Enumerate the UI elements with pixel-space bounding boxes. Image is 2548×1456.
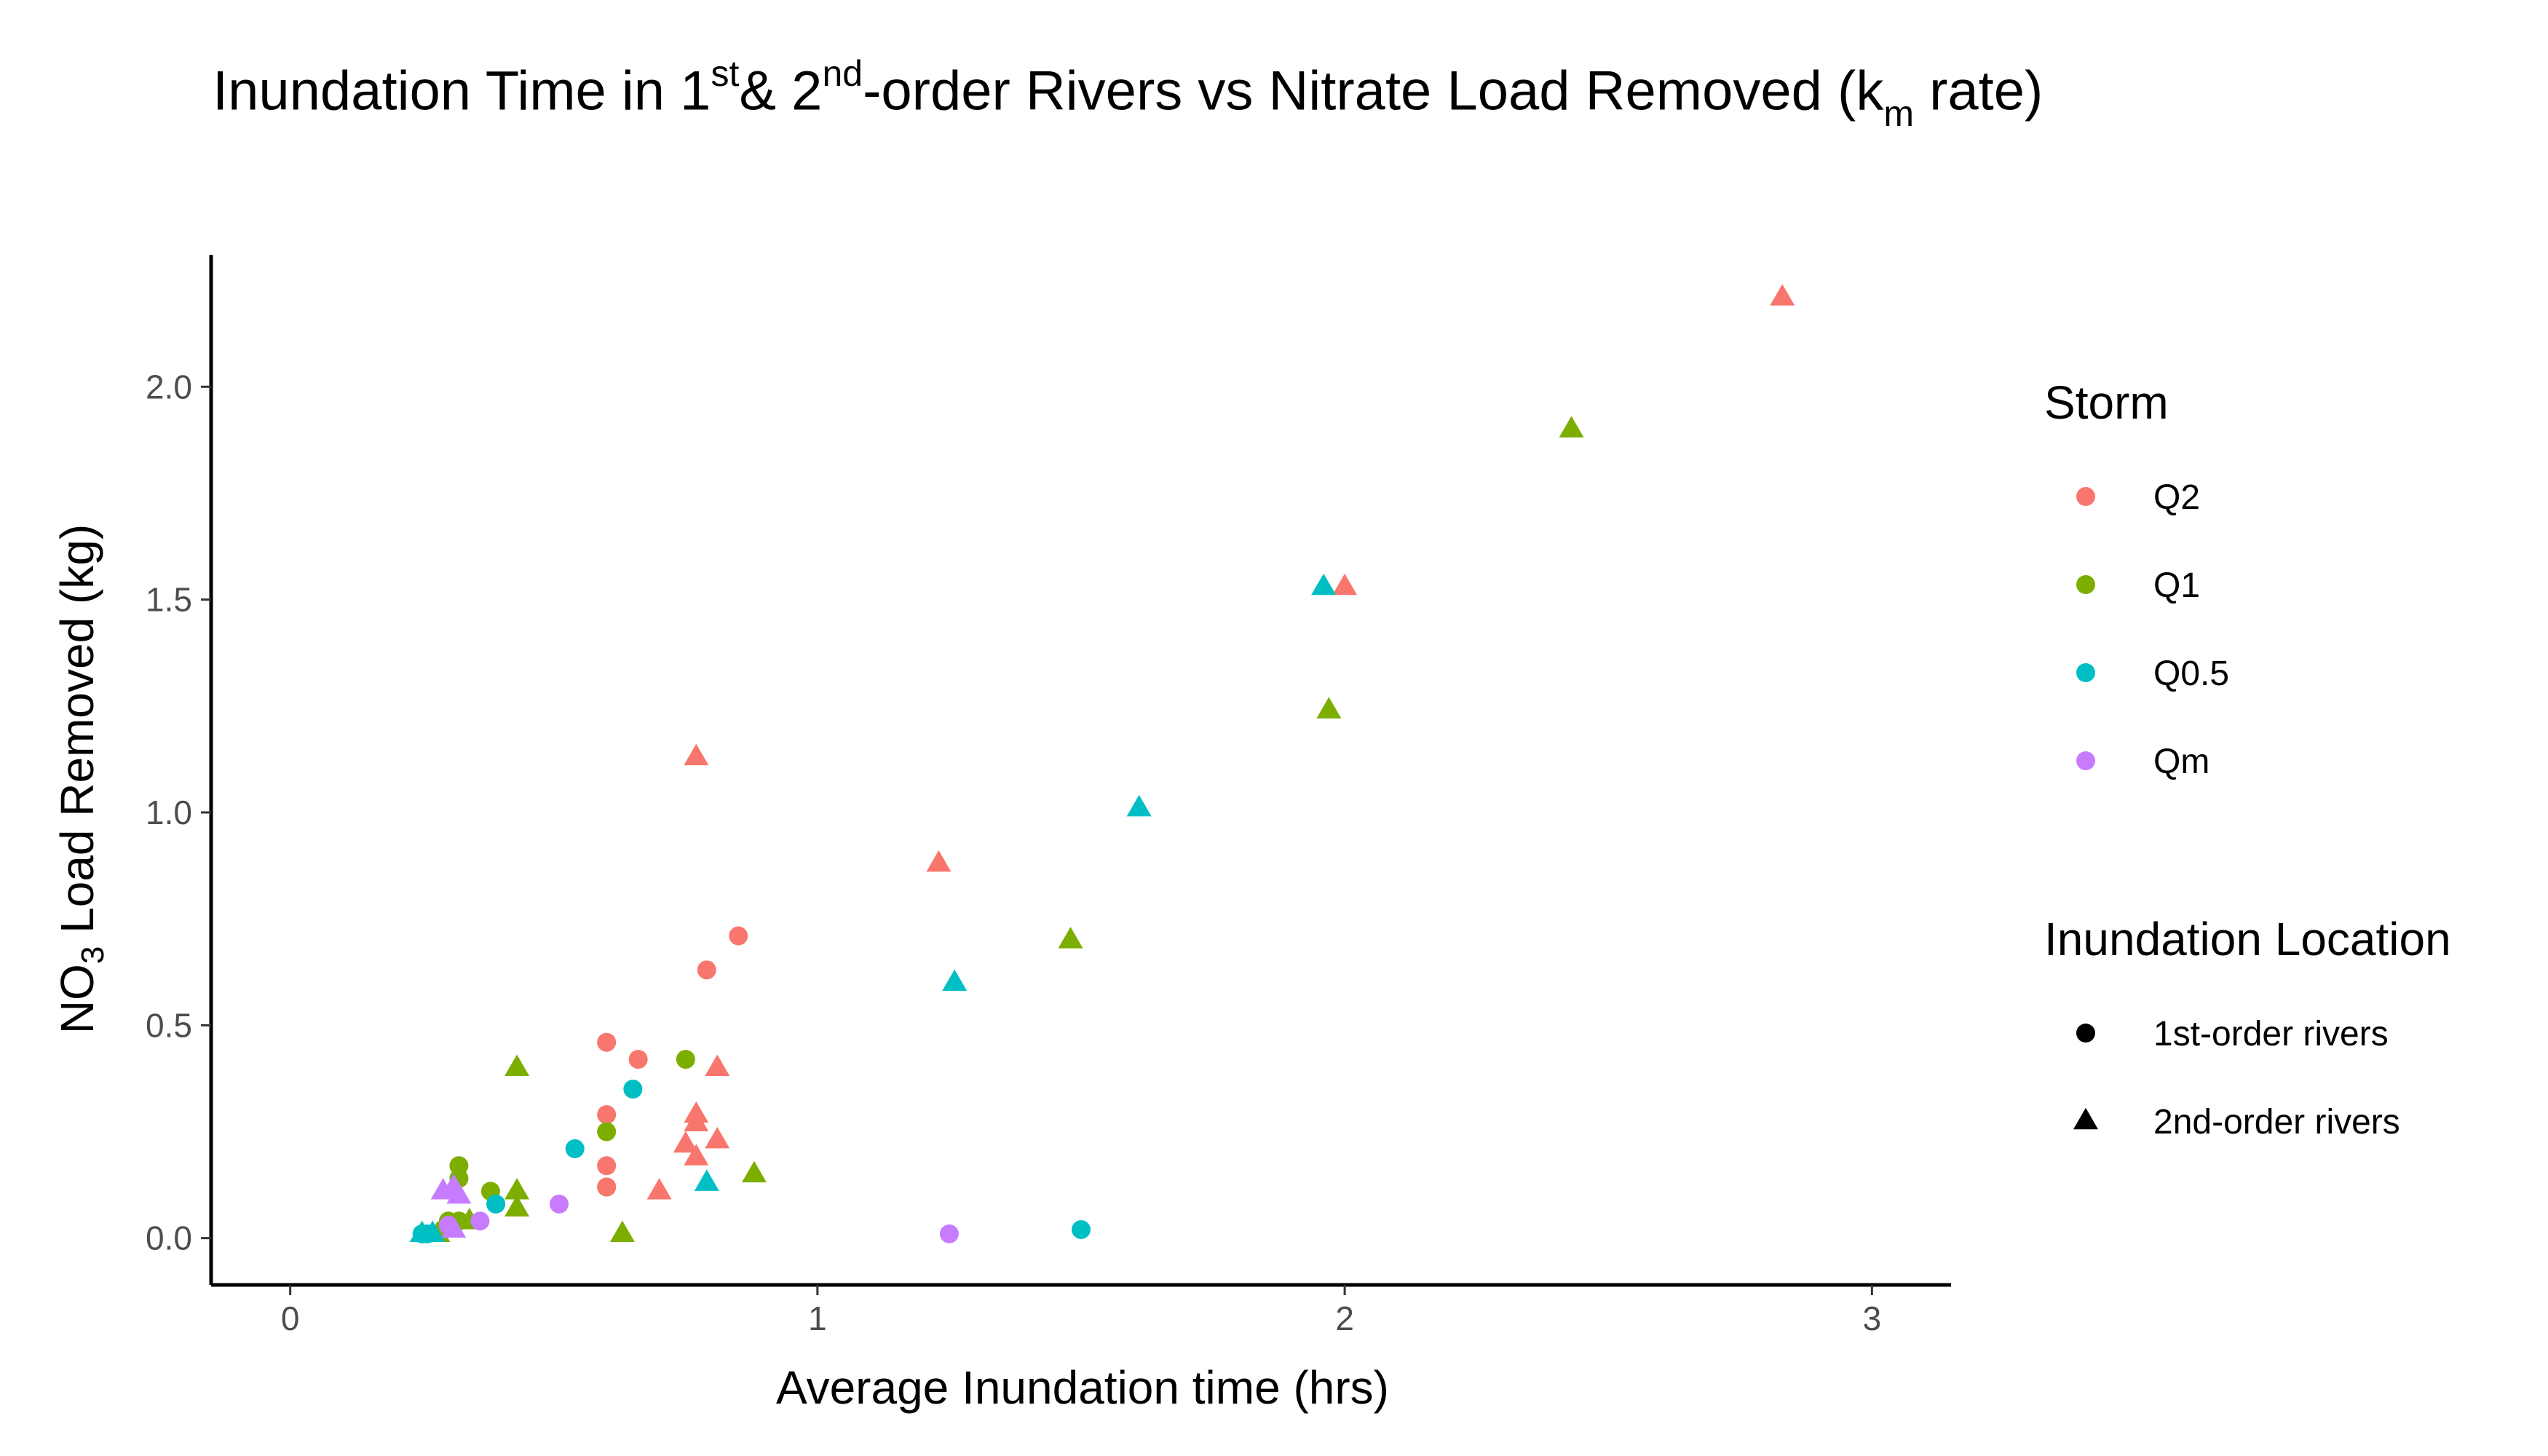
data-point-circle (597, 1123, 616, 1142)
y-tick-label: 2.0 (146, 368, 192, 405)
legend-key-triangle (2073, 1108, 2098, 1129)
y-tick-label: 0.0 (146, 1219, 192, 1257)
x-tick-label: 0 (281, 1299, 300, 1337)
y-tick-label: 1.5 (146, 581, 192, 619)
y-axis-title-main: NO (51, 964, 103, 1034)
data-point-circle (597, 1156, 616, 1175)
y-tick-label: 0.5 (146, 1006, 192, 1044)
y-tick-label: 1.0 (146, 794, 192, 831)
legend-label: Q0.5 (2153, 654, 2229, 693)
data-point-triangle (742, 1161, 767, 1182)
data-point-triangle (705, 1127, 729, 1148)
legend-label: Qm (2153, 743, 2209, 781)
data-point-triangle (1127, 795, 1152, 816)
data-point-circle (597, 1178, 616, 1197)
data-point-circle (566, 1139, 585, 1158)
data-point-triangle (684, 744, 708, 765)
x-tick-label: 1 (808, 1299, 827, 1337)
legend-key-circle (2076, 1024, 2095, 1042)
legend-label: Q2 (2153, 478, 2200, 517)
data-point-triangle (1311, 574, 1336, 595)
data-point-circle (550, 1195, 569, 1214)
data-point-circle (676, 1050, 695, 1069)
x-tick-label: 3 (1863, 1299, 1882, 1337)
legend-key-circle (2076, 575, 2095, 594)
legend-key-circle (2076, 487, 2095, 506)
legend-label: 2nd-order rivers (2153, 1103, 2400, 1142)
data-point-triangle (1559, 416, 1584, 437)
data-point-triangle (505, 1055, 529, 1076)
data-point-circle (729, 927, 748, 946)
legend-title-storm: Storm (2044, 376, 2169, 429)
x-axis-title: Average Inundation time (hrs) (776, 1361, 1389, 1414)
data-point-circle (623, 1080, 642, 1099)
y-axis-title-sub: 3 (75, 946, 111, 964)
legend-key-circle (2076, 751, 2095, 770)
data-point-circle (470, 1211, 489, 1230)
axes: 0 1 2 3 0.0 0.5 1.0 1.5 2.0 (146, 255, 1951, 1337)
data-point-triangle (942, 970, 967, 991)
data-point-circle (486, 1195, 505, 1214)
data-point-circle (1072, 1220, 1091, 1239)
data-point-circle (697, 960, 716, 979)
data-point-triangle (647, 1178, 672, 1199)
data-point-circle (597, 1105, 616, 1124)
x-tick-label: 2 (1335, 1299, 1354, 1337)
data-point-circle (629, 1050, 648, 1069)
y-axis-title-rest: Load Removed (kg) (51, 524, 103, 946)
legend: Storm Q2 Q1 Q0.5 Qm Inundation Location 1st-or… (2044, 376, 2451, 1142)
data-point-triangle (1332, 574, 1357, 595)
data-points (410, 284, 1795, 1243)
legend-key-circle (2076, 663, 2095, 682)
legend-title-location: Inundation Location (2044, 913, 2451, 965)
legend-label: 1st-order rivers (2153, 1015, 2389, 1053)
data-point-triangle (705, 1055, 729, 1076)
data-point-triangle (610, 1221, 635, 1242)
data-point-triangle (926, 850, 951, 871)
data-point-triangle (1059, 927, 1083, 948)
data-point-triangle (695, 1169, 719, 1190)
data-point-triangle (1316, 697, 1341, 718)
data-point-circle (940, 1224, 959, 1243)
legend-label: Q1 (2153, 566, 2200, 605)
y-axis-title: NO3 Load Removed (kg) (51, 524, 111, 1034)
data-point-circle (597, 1033, 616, 1052)
data-point-triangle (1770, 284, 1795, 305)
